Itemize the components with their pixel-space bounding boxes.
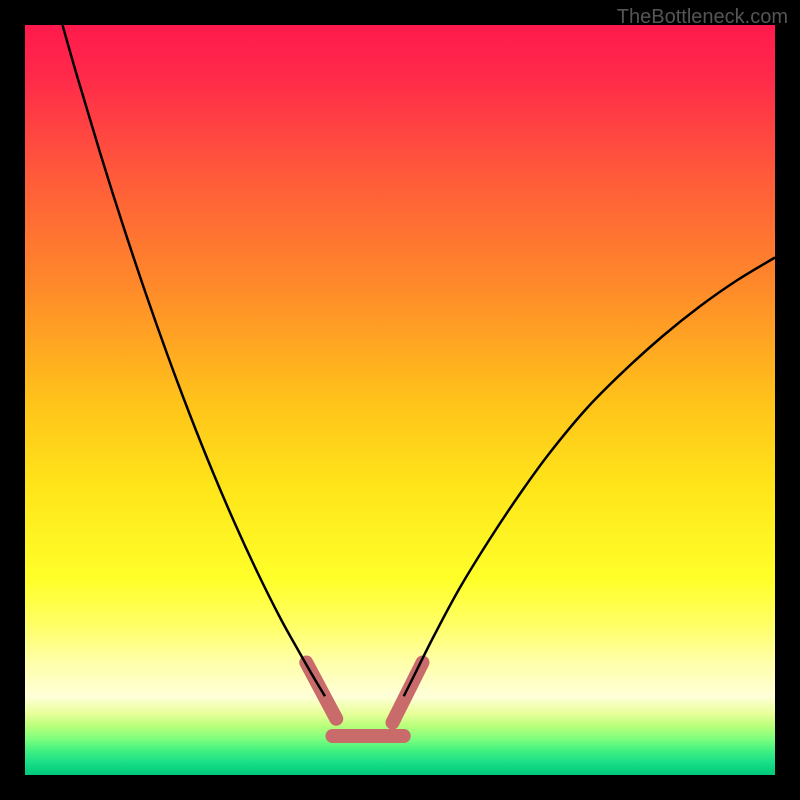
accent-strokes: [306, 663, 422, 737]
chart-plot-area: [25, 25, 775, 775]
chart-curves-layer: [25, 25, 775, 775]
accent-segment: [393, 663, 423, 723]
curve-right: [404, 258, 775, 697]
curve-left: [63, 25, 326, 696]
watermark-text: TheBottleneck.com: [617, 6, 788, 29]
